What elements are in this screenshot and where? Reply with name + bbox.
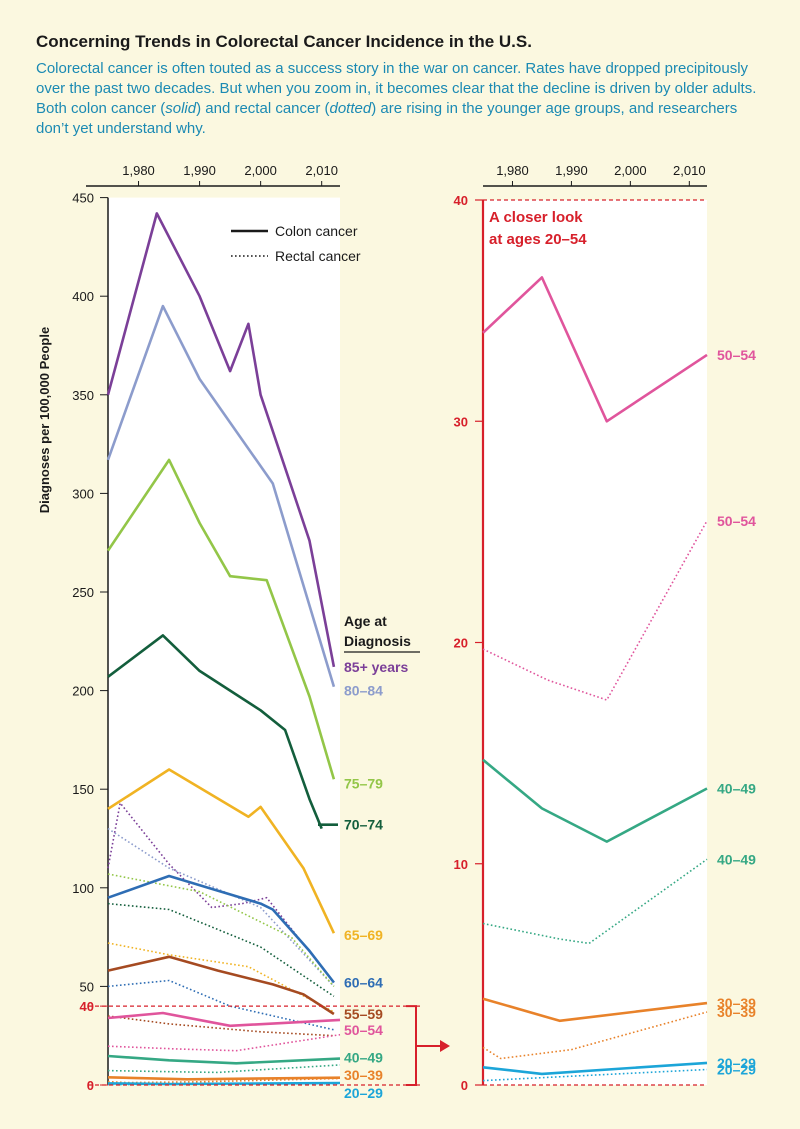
left-series-label: 70–74 xyxy=(344,817,383,833)
right-colon-line xyxy=(482,758,708,843)
subtitle-part: ) and rectal cancer ( xyxy=(196,100,330,117)
right-rectal-line xyxy=(482,520,708,701)
right-series-label: 40–49 xyxy=(717,781,756,797)
left-rectal-line xyxy=(107,873,335,987)
right-y-tick-label: 20 xyxy=(454,636,468,651)
page-title: Concerning Trends in Colorectal Cancer I… xyxy=(36,32,532,51)
right-series-label: 30–39 xyxy=(717,995,756,1011)
subtitle-dotted: dotted xyxy=(329,100,372,117)
left-y-tick-label: 200 xyxy=(72,684,94,699)
left-colon-line xyxy=(107,1081,341,1086)
left-y-tick-label: 350 xyxy=(72,388,94,403)
right-series-label: 30–39 xyxy=(717,1004,756,1020)
right-x-tick-label: 1,990 xyxy=(555,163,588,178)
right-y-tick-label: 30 xyxy=(454,414,468,429)
right-rectal-line xyxy=(482,1011,708,1060)
right-series-label: 20–29 xyxy=(717,1062,756,1078)
right-colon-line xyxy=(482,1061,708,1076)
left-series-label: 55–59 xyxy=(344,1006,383,1022)
left-x-tick-label: 1,990 xyxy=(183,163,216,178)
left-colon-line xyxy=(107,955,335,1016)
right-series-label: 50–54 xyxy=(717,347,756,363)
right-colon-line xyxy=(482,997,708,1023)
left-series-label: 60–64 xyxy=(344,974,383,990)
left-colon-line xyxy=(106,458,336,780)
left-y-tick-label: 100 xyxy=(72,881,94,896)
right-colon-line xyxy=(482,276,708,423)
left-colon-line xyxy=(107,634,323,830)
left-colon-line xyxy=(107,1076,341,1081)
right-series-label: 50–54 xyxy=(717,513,756,529)
left-y-tick-label: 250 xyxy=(72,585,94,600)
right-series-label: 20–29 xyxy=(717,1055,756,1071)
subtitle-part: ) are rising in the younger age groups, … xyxy=(36,100,738,137)
left-x-tick-label: 1,980 xyxy=(122,163,155,178)
left-colon-line xyxy=(107,768,336,934)
left-series-label: 30–39 xyxy=(344,1067,383,1083)
zoom-bracket xyxy=(406,1005,417,1086)
left-x-tick-label: 2,000 xyxy=(244,163,277,178)
right-x-tick-label: 1,980 xyxy=(496,163,529,178)
left-colon-line xyxy=(107,874,335,984)
right-y-tick-label: 40 xyxy=(454,193,468,208)
right-rectal-line xyxy=(482,1068,708,1082)
left-rectal-line xyxy=(107,827,335,987)
right-chart-title: A closer look xyxy=(489,209,583,226)
zoom-arrow-head xyxy=(440,1040,450,1052)
right-x-tick-label: 2,000 xyxy=(614,163,647,178)
left-y-tick-label: 300 xyxy=(72,486,94,501)
left-y-tick-label: 40 xyxy=(80,999,94,1014)
right-plot-background xyxy=(483,200,707,1085)
left-colon-line xyxy=(106,304,336,688)
left-rectal-line xyxy=(107,902,335,997)
left-x-tick-label: 2,010 xyxy=(305,163,338,178)
right-chart-title: at ages 20–54 xyxy=(489,231,587,248)
left-rectal-line xyxy=(107,1077,341,1084)
subtitle-part: Colorectal cancer is often touted as a s… xyxy=(36,60,757,117)
left-y-tick-label: 50 xyxy=(80,979,94,994)
left-series-label: 50–54 xyxy=(344,1022,383,1038)
left-rectal-line xyxy=(107,979,335,1031)
legend-label: Rectal cancer xyxy=(275,248,361,264)
age-group-title: Age at xyxy=(344,613,387,629)
legend-label: Colon cancer xyxy=(275,223,358,239)
left-y-axis-label: Diagnoses per 100,000 People xyxy=(37,327,52,513)
subtitle-solid: solid xyxy=(165,100,197,117)
right-y-tick-label: 0 xyxy=(461,1078,468,1093)
left-colon-line xyxy=(107,1054,341,1065)
left-series-label: 40–49 xyxy=(344,1049,383,1065)
age-group-title: Diagnosis xyxy=(344,633,411,649)
left-plot-background xyxy=(108,197,340,1086)
left-series-label: 65–69 xyxy=(344,927,383,943)
left-series-label: 20–29 xyxy=(344,1085,383,1101)
left-colon-line xyxy=(106,212,336,668)
right-x-tick-label: 2,010 xyxy=(673,163,706,178)
left-series-label: 80–84 xyxy=(344,683,383,699)
right-y-tick-label: 10 xyxy=(454,857,468,872)
left-series-label: 75–79 xyxy=(344,775,383,791)
left-series-label: 85+ years xyxy=(344,659,408,675)
left-y-tick-label: 400 xyxy=(72,289,94,304)
left-rectal-line xyxy=(107,1033,341,1052)
right-series-label: 40–49 xyxy=(717,851,756,867)
left-rectal-line xyxy=(107,802,335,983)
left-y-tick-label: 450 xyxy=(72,191,94,206)
left-y-tick-label: 150 xyxy=(72,782,94,797)
page-subtitle: Colorectal cancer is often touted as a s… xyxy=(36,59,771,139)
right-rectal-line xyxy=(482,858,708,945)
left-colon-line xyxy=(107,1011,341,1028)
